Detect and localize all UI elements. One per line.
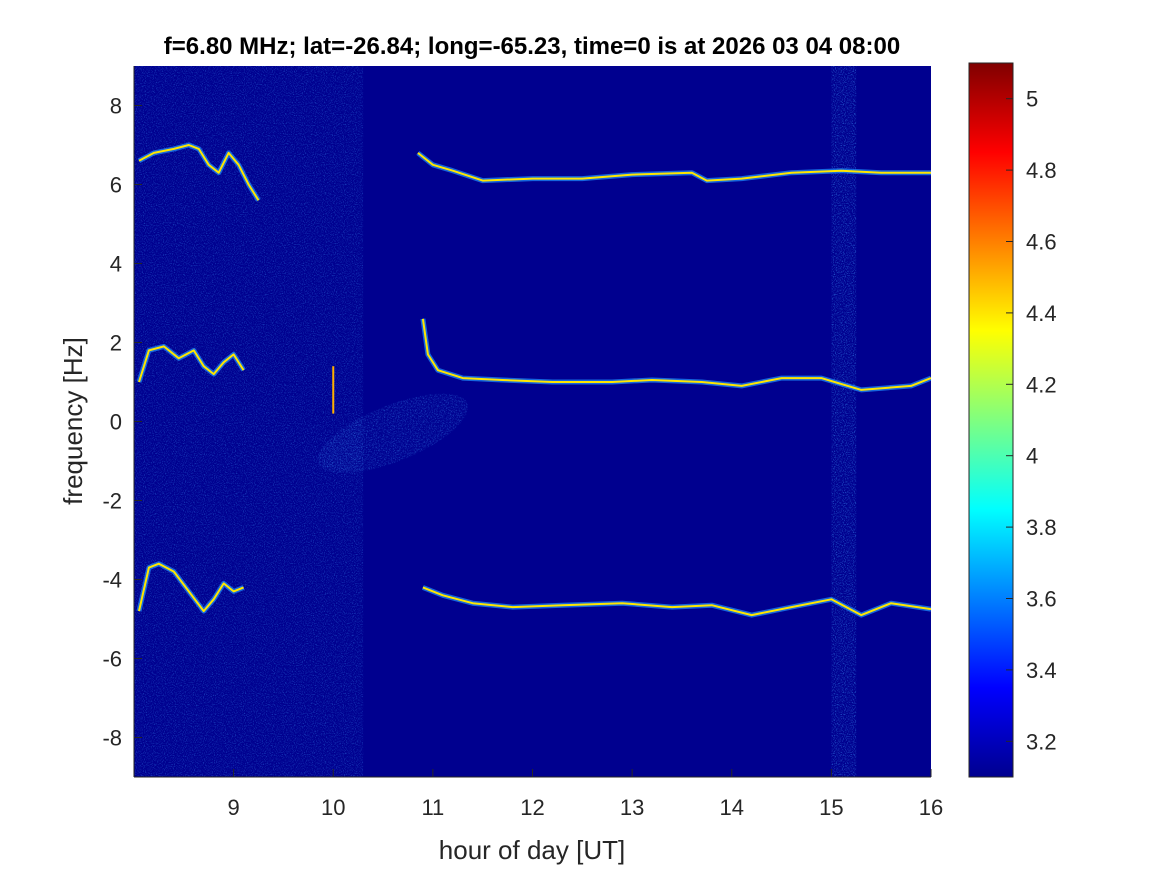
colorbar: 3.2 3.4 3.6 3.8 4 4.2 4.4 4.6 4.8 5 <box>968 62 1057 778</box>
x-tick-label: 10 <box>321 795 345 820</box>
y-tick-label: -2 <box>102 489 122 514</box>
chart-title: f=6.80 MHz; lat=-26.84; long=-65.23, tim… <box>164 33 900 60</box>
colorbar-tick-label: 4.4 <box>1026 301 1057 326</box>
trace-2 <box>138 345 245 383</box>
colorbar-tick-label: 3.2 <box>1026 729 1057 754</box>
trace-4 <box>138 562 244 613</box>
noise-early <box>134 66 364 777</box>
colorbar-tick-label: 3.4 <box>1026 658 1057 683</box>
y-tick-label: 6 <box>110 173 122 198</box>
x-tick-label: 13 <box>620 795 644 820</box>
y-axis-label: frequency [Hz] <box>58 337 88 505</box>
x-tick-label: 16 <box>919 795 943 820</box>
y-tick-label: 2 <box>110 331 122 356</box>
colorbar-tick-label: 4.6 <box>1026 230 1057 255</box>
plot-area <box>134 66 931 777</box>
trace-5 <box>422 586 931 617</box>
x-tick-label: 14 <box>720 795 744 820</box>
colorbar-ticks: 3.2 3.4 3.6 3.8 4 4.2 4.4 4.6 4.8 5 <box>1006 87 1057 754</box>
colorbar-tick-label: 4.8 <box>1026 158 1057 183</box>
trace-3 <box>421 318 931 391</box>
noise-band <box>831 66 857 777</box>
y-tick-label: 0 <box>110 410 122 435</box>
y-tick-label: -4 <box>102 568 122 593</box>
y-tick-label: -6 <box>102 647 122 672</box>
colorbar-tick-label: 3.8 <box>1026 515 1057 540</box>
x-axis-label: hour of day [UT] <box>439 835 625 865</box>
colorbar-tick-label: 3.6 <box>1026 587 1057 612</box>
x-tick-label: 9 <box>228 795 240 820</box>
y-tick-label: 8 <box>110 94 122 119</box>
signal-traces <box>136 142 931 618</box>
x-axis: 9 10 11 12 13 14 15 16 <box>134 769 943 820</box>
colorbar-tick-label: 5 <box>1026 87 1038 112</box>
x-tick-label: 11 <box>421 795 444 820</box>
trace-1 <box>417 152 931 182</box>
noise-blob <box>318 393 468 473</box>
colorbar-tick-label: 4.2 <box>1026 372 1057 397</box>
colorbar-tick-label: 4 <box>1026 444 1038 469</box>
x-tick-label: 12 <box>520 795 544 820</box>
trace-0 <box>138 144 260 201</box>
colorbar-gradient <box>968 62 1014 778</box>
y-tick-label: -8 <box>102 726 122 751</box>
x-tick-label: 15 <box>819 795 843 820</box>
y-tick-label: 4 <box>110 252 122 277</box>
y-axis: -8 -6 -4 -2 0 2 4 6 8 <box>102 66 142 777</box>
